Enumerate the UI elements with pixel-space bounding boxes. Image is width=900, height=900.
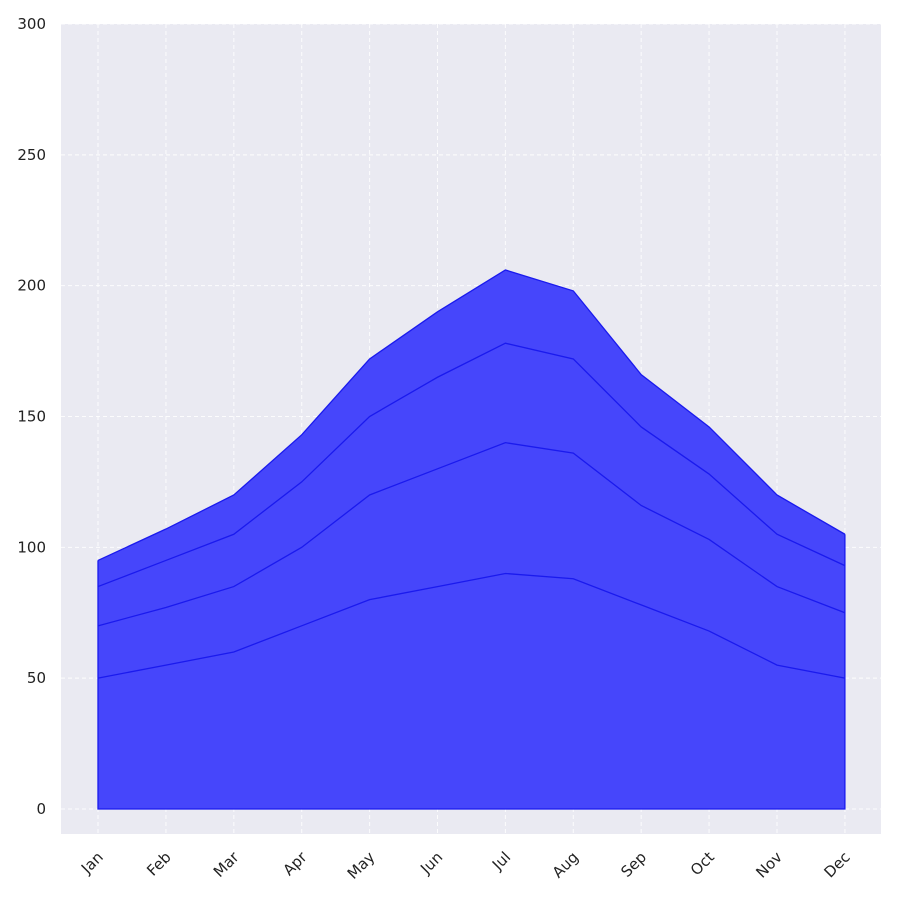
y-tick-label: 0 (36, 800, 46, 818)
x-tick-label: Jun (416, 848, 446, 878)
area-layer-3 (98, 343, 845, 626)
y-axis-tick-labels: 0 50 100 150 200 250 300 (17, 15, 46, 818)
area-outline (97, 534, 846, 810)
x-tick-label: Aug (549, 848, 582, 881)
x-tick-label: Oct (687, 848, 718, 879)
x-tick-label: Jan (77, 848, 107, 878)
x-tick-label: Feb (143, 848, 175, 880)
x-tick-label: Mar (210, 848, 243, 881)
y-tick-label: 300 (17, 15, 46, 33)
x-axis-tick-labels: Jan Feb Mar Apr May Jun Jul Aug Sep Oct Nov Dec (77, 848, 854, 883)
series-line-3 (97, 342, 846, 588)
series-lines (97, 269, 846, 810)
y-tick-label: 150 (17, 408, 46, 426)
x-tick-label: Jul (488, 848, 514, 874)
area-layer-4 (98, 269, 845, 587)
series-line-1 (97, 572, 846, 679)
y-tick-label: 50 (27, 669, 46, 687)
x-tick-label: Sep (617, 848, 650, 881)
series-line-4 (97, 269, 846, 562)
series-line-2 (97, 442, 846, 627)
area-layer-2 (98, 442, 845, 679)
y-tick-label: 100 (17, 538, 46, 556)
x-tick-label: May (344, 848, 379, 883)
y-tick-label: 200 (17, 277, 46, 295)
x-tick-label: Dec (820, 848, 853, 881)
x-tick-label: Apr (279, 848, 311, 880)
y-tick-label: 250 (17, 146, 46, 164)
x-tick-label: Nov (752, 848, 786, 882)
